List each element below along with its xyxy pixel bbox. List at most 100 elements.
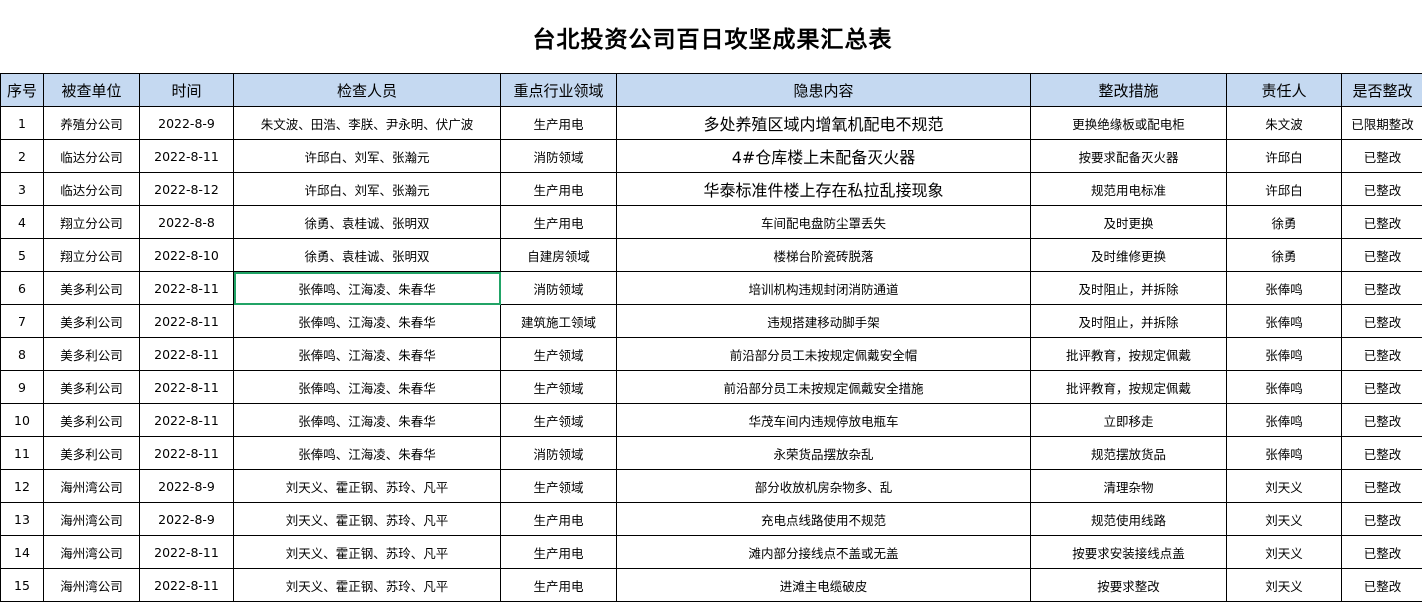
cell-inspectors[interactable]: 刘天义、霍正钢、苏玲、凡平	[233, 535, 501, 569]
cell-owner[interactable]: 张俸鸣	[1226, 403, 1342, 437]
cell-status[interactable]: 已整改	[1341, 568, 1424, 602]
cell-date[interactable]: 2022-8-11	[139, 139, 234, 173]
cell-inspectors[interactable]: 徐勇、袁桂诚、张明双	[233, 238, 501, 272]
cell-owner[interactable]: 许邱白	[1226, 172, 1342, 206]
cell-measure[interactable]: 清理杂物	[1030, 469, 1227, 503]
cell-inspectors[interactable]: 张俸鸣、江海凌、朱春华	[233, 436, 501, 470]
cell-seq[interactable]: 11	[0, 436, 44, 470]
cell-status[interactable]: 已整改	[1341, 403, 1424, 437]
cell-hazard[interactable]: 前沿部分员工未按规定佩戴安全帽	[616, 337, 1031, 371]
cell-owner[interactable]: 徐勇	[1226, 238, 1342, 272]
cell-date[interactable]: 2022-8-11	[139, 568, 234, 602]
cell-seq[interactable]: 7	[0, 304, 44, 338]
cell-date[interactable]: 2022-8-12	[139, 172, 234, 206]
cell-hazard[interactable]: 4#仓库楼上未配备灭火器	[616, 139, 1031, 173]
cell-status[interactable]: 已整改	[1341, 502, 1424, 536]
cell-sector[interactable]: 生产用电	[500, 502, 617, 536]
cell-seq[interactable]: 9	[0, 370, 44, 404]
cell-hazard[interactable]: 多处养殖区域内增氧机配电不规范	[616, 106, 1031, 140]
cell-measure[interactable]: 规范用电标准	[1030, 172, 1227, 206]
cell-status[interactable]: 已整改	[1341, 436, 1424, 470]
cell-hazard[interactable]: 部分收放机房杂物多、乱	[616, 469, 1031, 503]
cell-measure[interactable]: 立即移走	[1030, 403, 1227, 437]
cell-status[interactable]: 已整改	[1341, 370, 1424, 404]
cell-sector[interactable]: 生产领域	[500, 337, 617, 371]
cell-inspectors[interactable]: 朱文波、田浩、李朕、尹永明、伏广波	[233, 106, 501, 140]
cell-measure[interactable]: 及时阻止，并拆除	[1030, 271, 1227, 305]
cell-unit[interactable]: 养殖分公司	[43, 106, 140, 140]
cell-unit[interactable]: 美多利公司	[43, 337, 140, 371]
cell-sector[interactable]: 建筑施工领域	[500, 304, 617, 338]
cell-measure[interactable]: 及时维修更换	[1030, 238, 1227, 272]
cell-date[interactable]: 2022-8-11	[139, 337, 234, 371]
cell-inspectors[interactable]: 张俸鸣、江海凌、朱春华	[233, 370, 501, 404]
cell-date[interactable]: 2022-8-11	[139, 535, 234, 569]
cell-sector[interactable]: 生产用电	[500, 568, 617, 602]
cell-status[interactable]: 已整改	[1341, 337, 1424, 371]
column-header-unit[interactable]: 被查单位	[43, 73, 140, 107]
cell-owner[interactable]: 徐勇	[1226, 205, 1342, 239]
cell-hazard[interactable]: 滩内部分接线点不盖或无盖	[616, 535, 1031, 569]
cell-seq[interactable]: 5	[0, 238, 44, 272]
cell-hazard[interactable]: 永荣货品摆放杂乱	[616, 436, 1031, 470]
cell-inspectors[interactable]: 刘天义、霍正钢、苏玲、凡平	[233, 469, 501, 503]
cell-sector[interactable]: 生产用电	[500, 106, 617, 140]
cell-hazard[interactable]: 前沿部分员工未按规定佩戴安全措施	[616, 370, 1031, 404]
cell-hazard[interactable]: 华茂车间内违规停放电瓶车	[616, 403, 1031, 437]
column-header-seq[interactable]: 序号	[0, 73, 44, 107]
cell-unit[interactable]: 美多利公司	[43, 271, 140, 305]
cell-seq[interactable]: 4	[0, 205, 44, 239]
cell-seq[interactable]: 12	[0, 469, 44, 503]
cell-status[interactable]: 已整改	[1341, 238, 1424, 272]
cell-hazard[interactable]: 车间配电盘防尘罩丢失	[616, 205, 1031, 239]
cell-date[interactable]: 2022-8-8	[139, 205, 234, 239]
cell-seq[interactable]: 14	[0, 535, 44, 569]
cell-measure[interactable]: 更换绝缘板或配电柜	[1030, 106, 1227, 140]
column-header-owner[interactable]: 责任人	[1226, 73, 1342, 107]
cell-hazard[interactable]: 进滩主电缆破皮	[616, 568, 1031, 602]
cell-hazard[interactable]: 楼梯台阶瓷砖脱落	[616, 238, 1031, 272]
cell-date[interactable]: 2022-8-9	[139, 106, 234, 140]
cell-unit[interactable]: 海州湾公司	[43, 469, 140, 503]
cell-owner[interactable]: 朱文波	[1226, 106, 1342, 140]
cell-date[interactable]: 2022-8-9	[139, 502, 234, 536]
cell-unit[interactable]: 翔立分公司	[43, 238, 140, 272]
cell-inspectors[interactable]: 刘天义、霍正钢、苏玲、凡平	[233, 568, 501, 602]
cell-inspectors[interactable]: 刘天义、霍正钢、苏玲、凡平	[233, 502, 501, 536]
cell-measure[interactable]: 批评教育，按规定佩戴	[1030, 370, 1227, 404]
cell-unit[interactable]: 临达分公司	[43, 172, 140, 206]
cell-date[interactable]: 2022-8-11	[139, 304, 234, 338]
cell-inspectors[interactable]: 许邱白、刘军、张瀚元	[233, 172, 501, 206]
cell-date[interactable]: 2022-8-9	[139, 469, 234, 503]
cell-seq[interactable]: 1	[0, 106, 44, 140]
cell-owner[interactable]: 刘天义	[1226, 469, 1342, 503]
cell-seq[interactable]: 13	[0, 502, 44, 536]
cell-status[interactable]: 已限期整改	[1341, 106, 1424, 140]
cell-measure[interactable]: 规范使用线路	[1030, 502, 1227, 536]
cell-sector[interactable]: 消防领域	[500, 436, 617, 470]
cell-status[interactable]: 已整改	[1341, 172, 1424, 206]
column-header-hazard[interactable]: 隐患内容	[616, 73, 1031, 107]
cell-hazard[interactable]: 华泰标准件楼上存在私拉乱接现象	[616, 172, 1031, 206]
cell-sector[interactable]: 生产用电	[500, 535, 617, 569]
cell-owner[interactable]: 张俸鸣	[1226, 337, 1342, 371]
column-header-date[interactable]: 时间	[139, 73, 234, 107]
cell-inspectors[interactable]: 许邱白、刘军、张瀚元	[233, 139, 501, 173]
cell-owner[interactable]: 张俸鸣	[1226, 370, 1342, 404]
cell-unit[interactable]: 美多利公司	[43, 370, 140, 404]
cell-owner[interactable]: 许邱白	[1226, 139, 1342, 173]
cell-sector[interactable]: 生产领域	[500, 469, 617, 503]
cell-owner[interactable]: 张俸鸣	[1226, 304, 1342, 338]
column-header-sector[interactable]: 重点行业领域	[500, 73, 617, 107]
cell-owner[interactable]: 刘天义	[1226, 568, 1342, 602]
cell-date[interactable]: 2022-8-11	[139, 271, 234, 305]
cell-sector[interactable]: 消防领域	[500, 139, 617, 173]
cell-inspectors[interactable]: 张俸鸣、江海凌、朱春华	[233, 337, 501, 371]
cell-measure[interactable]: 及时阻止，并拆除	[1030, 304, 1227, 338]
cell-measure[interactable]: 规范摆放货品	[1030, 436, 1227, 470]
cell-hazard[interactable]: 违规搭建移动脚手架	[616, 304, 1031, 338]
cell-inspectors[interactable]: 徐勇、袁桂诚、张明双	[233, 205, 501, 239]
column-header-inspectors[interactable]: 检查人员	[233, 73, 501, 107]
cell-measure[interactable]: 按要求配备灭火器	[1030, 139, 1227, 173]
cell-status[interactable]: 已整改	[1341, 271, 1424, 305]
